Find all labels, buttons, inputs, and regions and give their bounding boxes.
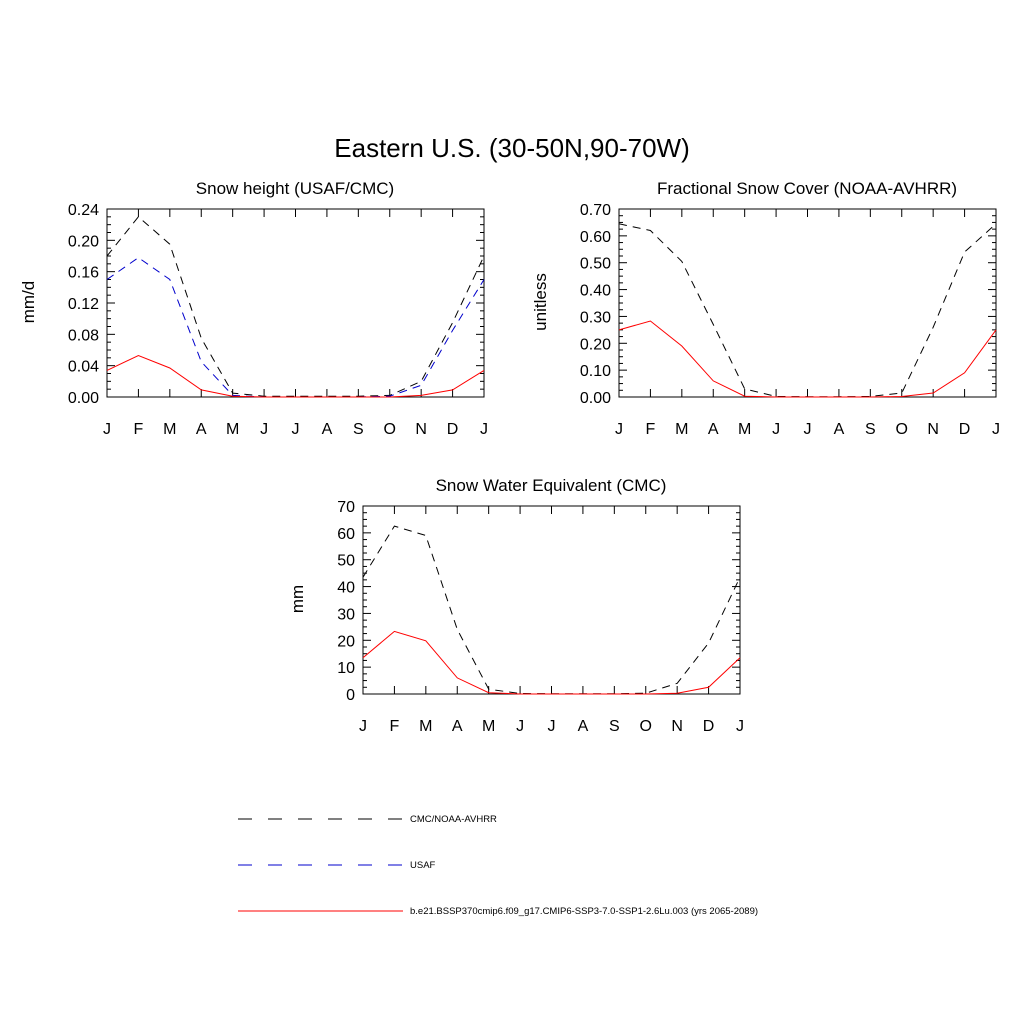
y-tick-label: 30: [337, 606, 355, 623]
legend-label: CMC/NOAA-AVHRR: [410, 814, 497, 825]
y-tick-label: 40: [337, 580, 355, 597]
x-tick-label: J: [804, 421, 812, 438]
x-tick-label: A: [578, 718, 589, 735]
x-tick-label: S: [353, 421, 364, 438]
plot-frame: [362, 505, 741, 695]
x-tick-label: M: [163, 421, 176, 438]
x-tick-label: J: [772, 421, 780, 438]
y-tick-label: 0: [346, 687, 355, 704]
x-tick-label: A: [196, 421, 207, 438]
y-tick-label: 0.30: [580, 309, 611, 326]
x-tick-label: J: [480, 421, 488, 438]
x-tick-label: A: [708, 421, 719, 438]
x-tick-label: M: [226, 421, 239, 438]
legend: CMC/NOAA-AVHRR USAF b.e21.BSSP370cmip6.f…: [238, 814, 758, 917]
x-tick-label: A: [834, 421, 845, 438]
y-tick-label: 10: [337, 660, 355, 677]
x-tick-label: M: [738, 421, 751, 438]
x-tick-label: M: [419, 718, 432, 735]
y-tick-label: 0.12: [68, 296, 99, 313]
y-tick-label: 0.16: [68, 265, 99, 282]
x-tick-label: J: [260, 421, 268, 438]
x-tick-label: J: [615, 421, 623, 438]
snow-cover-panel: Fractional Snow Cover (NOAA-AVHRR) unitl…: [531, 179, 1000, 438]
x-tick-label: N: [415, 421, 427, 438]
x-tick-label: J: [103, 421, 111, 438]
x-tick-label: J: [992, 421, 1000, 438]
x-tick-label: F: [134, 421, 144, 438]
swe-panel: Snow Water Equivalent (CMC) mm J F M A M J J A S…: [288, 476, 744, 735]
y-axis-label: unitless: [531, 273, 550, 331]
series-line: [362, 630, 741, 695]
y-tick-label: 0.24: [68, 202, 99, 219]
y-axis-label: mm: [288, 585, 307, 613]
y-tick-label: 0.00: [68, 390, 99, 407]
y-tick-label: 20: [337, 633, 355, 650]
y-axis-label: mm/d: [19, 281, 38, 324]
x-tick-label: J: [548, 718, 556, 735]
y-tick-label: 0.04: [68, 359, 99, 376]
series-line: [618, 223, 997, 398]
x-tick-label: F: [646, 421, 656, 438]
series-line: [106, 216, 485, 397]
y-tick-label: 0.70: [580, 202, 611, 219]
y-tick-label: 0.10: [580, 363, 611, 380]
y-tick-label: 0.08: [68, 327, 99, 344]
x-tick-label: J: [292, 421, 300, 438]
series-line: [106, 354, 485, 398]
x-tick-label: N: [927, 421, 939, 438]
plot-frame: [618, 208, 997, 398]
y-tick-label: 70: [337, 499, 355, 516]
figure-title: Eastern U.S. (30-50N,90-70W): [334, 133, 689, 163]
panel-title: Snow height (USAF/CMC): [196, 179, 394, 198]
y-tick-label: 0.00: [580, 390, 611, 407]
x-tick-label: S: [609, 718, 620, 735]
y-tick-label: 0.40: [580, 283, 611, 300]
legend-label: USAF: [410, 860, 436, 871]
x-tick-label: M: [675, 421, 688, 438]
series-line: [106, 256, 485, 398]
plot-area: J F M A M J J A S O N D J0.000.100.200.300.400.500.6…: [580, 202, 1000, 438]
x-tick-label: O: [896, 421, 908, 438]
series-line: [618, 320, 997, 398]
panel-title: Snow Water Equivalent (CMC): [436, 476, 667, 495]
x-tick-label: J: [359, 718, 367, 735]
y-tick-label: 0.50: [580, 256, 611, 273]
x-tick-label: N: [671, 718, 683, 735]
y-tick-label: 0.20: [580, 336, 611, 353]
x-tick-label: A: [322, 421, 333, 438]
series-line: [362, 525, 741, 695]
panel-title: Fractional Snow Cover (NOAA-AVHRR): [657, 179, 957, 198]
x-tick-label: S: [865, 421, 876, 438]
x-tick-label: J: [516, 718, 524, 735]
y-tick-label: 50: [337, 553, 355, 570]
plot-frame: [106, 208, 485, 398]
x-tick-label: J: [736, 718, 744, 735]
y-tick-label: 0.20: [68, 233, 99, 250]
x-tick-label: M: [482, 718, 495, 735]
x-tick-label: A: [452, 718, 463, 735]
x-tick-label: O: [384, 421, 396, 438]
x-tick-label: D: [447, 421, 459, 438]
x-tick-label: F: [390, 718, 400, 735]
x-tick-label: D: [959, 421, 971, 438]
snow-height-panel: Snow height (USAF/CMC) mm/d J F M A M J J A S O N D…: [19, 179, 488, 438]
plot-area: J F M A M J J A S O N D J0.000.040.080.120.160.200.2…: [68, 202, 488, 438]
legend-label: b.e21.BSSP370cmip6.f09_g17.CMIP6-SSP3-7.…: [410, 906, 758, 917]
y-tick-label: 0.60: [580, 229, 611, 246]
x-tick-label: O: [640, 718, 652, 735]
x-tick-label: D: [703, 718, 715, 735]
y-tick-label: 60: [337, 526, 355, 543]
